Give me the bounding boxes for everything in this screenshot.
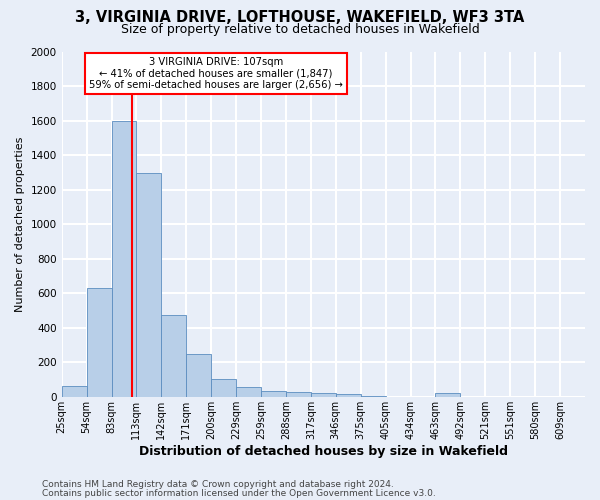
Bar [62, 386, 86, 397]
Text: Contains public sector information licensed under the Open Government Licence v3: Contains public sector information licen… [42, 489, 436, 498]
Bar [211, 379, 236, 397]
Y-axis label: Number of detached properties: Number of detached properties [15, 136, 25, 312]
Bar [112, 120, 136, 397]
Bar [336, 394, 361, 397]
Bar [311, 394, 336, 397]
Bar [86, 288, 112, 397]
X-axis label: Distribution of detached houses by size in Wakefield: Distribution of detached houses by size … [139, 444, 508, 458]
Bar [286, 392, 311, 397]
Bar [186, 354, 211, 397]
Bar [261, 390, 286, 397]
Bar [236, 388, 261, 397]
Text: 3, VIRGINIA DRIVE, LOFTHOUSE, WAKEFIELD, WF3 3TA: 3, VIRGINIA DRIVE, LOFTHOUSE, WAKEFIELD,… [76, 10, 524, 25]
Text: 3 VIRGINIA DRIVE: 107sqm
← 41% of detached houses are smaller (1,847)
59% of sem: 3 VIRGINIA DRIVE: 107sqm ← 41% of detach… [89, 56, 343, 90]
Text: Contains HM Land Registry data © Crown copyright and database right 2024.: Contains HM Land Registry data © Crown c… [42, 480, 394, 489]
Bar [361, 396, 386, 397]
Bar [161, 315, 186, 397]
Bar [136, 173, 161, 397]
Bar [436, 394, 460, 397]
Text: Size of property relative to detached houses in Wakefield: Size of property relative to detached ho… [121, 22, 479, 36]
